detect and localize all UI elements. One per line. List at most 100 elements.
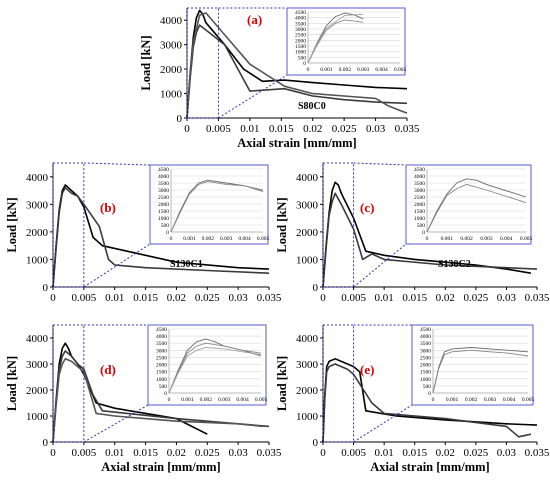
y-tick-label-e: 1000 — [296, 411, 319, 423]
inset-x-tick-label-b: 0.002 — [202, 236, 215, 242]
x-tick-label-c: 0.02 — [436, 292, 455, 304]
inset-y-tick-label-c: 500 — [417, 223, 426, 229]
inset-y-tick-label-b: 4000 — [158, 174, 169, 180]
x-tick-label-d: 0.035 — [257, 447, 282, 459]
y-tick-label-a: 2000 — [160, 64, 183, 76]
inset-x-tick-label-e: 0.005 — [522, 397, 535, 403]
panel-e: 0 0.005 0.01 0.015 0.02 0.025 0.03 0.035 0 1000 20… — [275, 324, 550, 474]
inset-y-tick-label-d: 3000 — [156, 348, 167, 354]
y-tick-label-b: 1000 — [26, 254, 49, 266]
inset-x-tick-label-c: 0.005 — [520, 236, 533, 242]
inset-y-tick-label-c: 4000 — [414, 174, 425, 180]
y-axis-label-b: Load [kN] — [5, 197, 19, 252]
zoom-connector-b — [83, 243, 151, 288]
panel-c: 0 0.005 0.01 0.015 0.02 0.025 0.03 0.035 0 1000 20… — [275, 162, 550, 304]
x-tick-label-b: 0.03 — [229, 292, 249, 304]
y-tick-label-c: 0 — [313, 282, 319, 294]
series-line-b-2 — [52, 187, 270, 288]
x-tick-label-a: 0.005 — [206, 123, 231, 135]
inset-y-tick-label-a: 3000 — [295, 27, 306, 33]
inset-y-tick-label-c: 3000 — [414, 188, 425, 194]
y-tick-label-c: 1000 — [296, 254, 319, 266]
inset-y-tick-label-d: 2000 — [156, 363, 167, 369]
y-tick-label-b: 2000 — [26, 227, 49, 239]
series-line-e-1 — [322, 357, 538, 443]
inset-y-tick-label-b: 1500 — [158, 209, 169, 215]
series-line-a-3 — [186, 12, 408, 119]
series-line-e-2 — [322, 363, 532, 443]
inset-series-line-d-3 — [168, 347, 262, 394]
inset-x-tick-label-a: 0.001 — [320, 67, 333, 73]
zoom-box-b — [52, 162, 85, 288]
x-tick-label-d: 0.025 — [195, 447, 220, 459]
inset-x-tick-label-e: 0.003 — [484, 397, 497, 403]
inset-y-tick-label-d: 1500 — [156, 370, 167, 376]
inset-y-tick-label-c: 2000 — [414, 202, 425, 208]
x-tick-label-b: 0.035 — [257, 292, 282, 304]
inset-y-tick-label-b: 4500 — [158, 167, 169, 173]
y-tick-label-e: 3000 — [296, 359, 319, 371]
inset-y-tick-label-c: 1500 — [414, 209, 425, 215]
y-tick-label-d: 4000 — [26, 333, 49, 345]
inset-y-tick-label-a: 1500 — [295, 44, 306, 50]
panel-a: 0 0.005 0.01 0.015 0.02 0.025 0.03 0.035 0 1000 20… — [139, 7, 420, 150]
x-tick-label-b: 0.015 — [133, 292, 158, 304]
y-tick-label-d: 1000 — [26, 411, 49, 423]
inset-x-tick-label-a: 0.002 — [339, 67, 352, 73]
x-axis-label-a: Axial strain [mm/mm] — [237, 136, 356, 150]
inset-y-tick-label-a: 1000 — [295, 50, 306, 56]
inset-y-tick-label-a: 4000 — [295, 16, 306, 22]
x-tick-label-a: 0.015 — [269, 123, 294, 135]
y-tick-label-e: 4000 — [296, 333, 319, 345]
inset-x-tick-label-b: 0.001 — [183, 236, 196, 242]
inset-x-tick-label-b: 0 — [170, 236, 173, 242]
inset-y-tick-label-e: 4000 — [420, 334, 431, 340]
inset-x-tick-label-e: 0 — [432, 397, 435, 403]
y-tick-label-b: 3000 — [26, 199, 49, 211]
inset-series-line-b-2 — [170, 181, 264, 233]
panel-letter-e: (e) — [360, 362, 374, 377]
x-tick-label-a: 0 — [184, 123, 190, 135]
x-tick-label-d: 0.02 — [167, 447, 186, 459]
inset-x-tick-label-d: 0 — [168, 397, 171, 403]
inset-y-tick-label-b: 1000 — [158, 216, 169, 222]
inset-y-tick-label-a: 0 — [303, 61, 306, 67]
inset-x-tick-label-d: 0.002 — [200, 397, 213, 403]
x-tick-label-b: 0.02 — [167, 292, 186, 304]
y-tick-label-e: 2000 — [296, 385, 319, 397]
y-tick-label-c: 4000 — [296, 172, 319, 184]
inset-y-tick-label-c: 4500 — [414, 167, 425, 173]
zoom-connector-c — [353, 243, 407, 288]
inset-series-line-c-2 — [426, 183, 527, 233]
inset-y-tick-label-a: 3500 — [295, 21, 306, 27]
y-tick-label-a: 0 — [177, 113, 183, 125]
x-tick-label-c: 0.025 — [463, 292, 488, 304]
inset-y-tick-label-b: 3000 — [158, 188, 169, 194]
zoom-box-e — [322, 324, 355, 443]
inset-y-tick-label-d: 4000 — [156, 334, 167, 340]
inset-x-tick-label-e: 0.001 — [446, 397, 459, 403]
inset-frame-a — [286, 7, 406, 76]
inset-y-tick-label-a: 2000 — [295, 38, 306, 44]
x-tick-label-d: 0.015 — [133, 447, 158, 459]
inset-y-tick-label-d: 500 — [159, 384, 168, 390]
x-tick-label-b: 0 — [50, 292, 56, 304]
x-tick-label-c: 0.005 — [341, 292, 366, 304]
specimen-label-a: S80C0 — [298, 101, 326, 112]
inset-series-line-e-2 — [432, 349, 529, 394]
panel-letter-c: (c) — [360, 200, 374, 215]
inset-x-tick-label-e: 0.004 — [503, 397, 516, 403]
panel-d: 0 0.005 0.01 0.015 0.02 0.025 0.03 0.035 0 1000 20… — [5, 324, 282, 474]
series-line-d-2 — [52, 350, 270, 443]
x-tick-label-c: 0.035 — [525, 292, 550, 304]
inset-x-tick-label-c: 0 — [426, 236, 429, 242]
x-tick-label-a: 0.02 — [303, 123, 322, 135]
x-tick-label-e: 0 — [320, 447, 326, 459]
x-tick-label-e: 0.01 — [375, 447, 394, 459]
inset-x-tick-label-a: 0.003 — [357, 67, 370, 73]
x-tick-label-c: 0.015 — [402, 292, 427, 304]
y-axis-label-a: Load [kN] — [139, 35, 153, 90]
inset-y-tick-label-d: 4500 — [156, 327, 167, 333]
inset-x-tick-label-d: 0.001 — [181, 397, 194, 403]
